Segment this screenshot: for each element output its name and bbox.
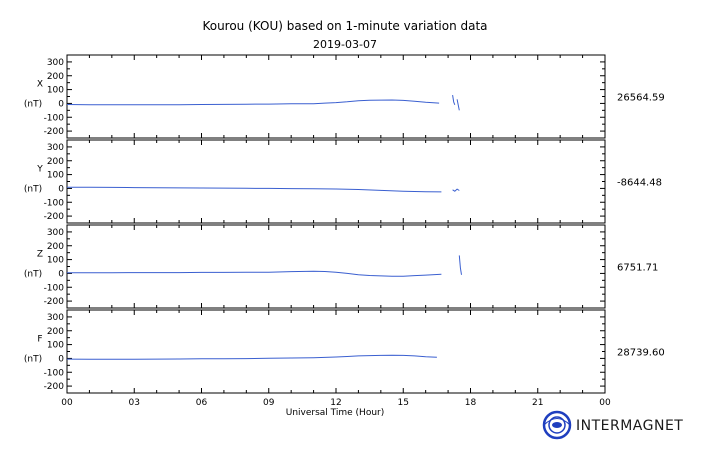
x-axis: 00 03 06 09 12 15 18 21 00: [61, 398, 611, 408]
baseline-value: -8644.48: [617, 178, 662, 189]
chart-title: Kourou (KOU) based on 1-minute variation…: [202, 19, 487, 33]
series-fragment-x: [456, 99, 460, 111]
y-tick-label: 100: [47, 171, 64, 181]
y-tick-label: 100: [47, 86, 64, 96]
y-tick-label: 200: [47, 72, 64, 82]
panel-y: 300 200 100 0 -100 -200 Y (nT) -8644.48: [24, 139, 662, 224]
component-name: X: [37, 80, 43, 90]
y-tick-label: -100: [44, 368, 65, 378]
series-fragment-z: [458, 255, 462, 275]
y-tick-label: 200: [47, 157, 64, 167]
y-tick-label: -200: [44, 212, 65, 222]
intermagnet-logo-icon: [542, 410, 572, 440]
x-tick-label: 18: [465, 398, 477, 408]
panel-frame: [66, 309, 606, 394]
x-tick-label: 00: [599, 398, 611, 408]
y-tick-label: 0: [58, 99, 64, 109]
y-tick-label: 200: [47, 242, 64, 252]
series-fragment-x: [452, 95, 456, 105]
unit-label: (nT): [24, 270, 42, 280]
y-tick-label: 300: [47, 58, 64, 68]
panel-frame: [66, 54, 606, 139]
baseline-value: 26564.59: [617, 93, 665, 104]
y-tick-label: 300: [47, 228, 64, 238]
x-tick-label: 06: [196, 398, 208, 408]
y-tick-label: -200: [44, 382, 65, 392]
panels: 300 200 100 0 -100 -200 X (nT) 26564.59 300 200 100…: [24, 54, 665, 394]
series-line-x: [66, 99, 440, 106]
x-axis-label: Universal Time (Hour): [286, 408, 385, 418]
component-name: Z: [37, 250, 43, 260]
unit-label: (nT): [24, 185, 42, 195]
unit-label: (nT): [24, 355, 42, 365]
x-tick-label: 03: [129, 398, 140, 408]
y-tick-label: -200: [44, 127, 65, 137]
y-tick-label: -100: [44, 198, 65, 208]
y-tick-label: 100: [47, 341, 64, 351]
series-line-f: [66, 354, 437, 360]
component-name: F: [37, 335, 42, 345]
y-tick-label: 100: [47, 256, 64, 266]
y-tick-label: 300: [47, 313, 64, 323]
panel-frame: [66, 224, 606, 309]
y-tick-label: 0: [58, 184, 64, 194]
y-tick-label: -200: [44, 297, 65, 307]
y-tick-label: 300: [47, 143, 64, 153]
x-tick-label: 00: [61, 398, 73, 408]
baseline-value: 28739.60: [617, 348, 665, 359]
y-tick-label: -100: [44, 283, 65, 293]
x-tick-label: 12: [330, 398, 341, 408]
chart-subtitle: 2019-03-07: [313, 38, 377, 51]
x-tick-label: 15: [398, 398, 409, 408]
y-tick-label: 0: [58, 269, 64, 279]
y-tick-label: 0: [58, 354, 64, 364]
x-tick-label: 09: [263, 398, 275, 408]
y-tick-label: 200: [47, 327, 64, 337]
unit-label: (nT): [24, 100, 42, 110]
intermagnet-logo: INTERMAGNET: [542, 410, 683, 440]
panel-x: 300 200 100 0 -100 -200 X (nT) 26564.59: [24, 54, 665, 139]
panel-frame: [66, 139, 606, 224]
series-line-y: [67, 186, 442, 193]
series-line-z: [67, 270, 442, 277]
panel-f: 300 200 100 0 -100 -200 F (nT) 28739.60: [24, 309, 665, 394]
y-tick-label: -100: [44, 113, 65, 123]
intermagnet-logo-text: INTERMAGNET: [576, 418, 683, 434]
x-tick-label: 21: [532, 398, 543, 408]
component-name: Y: [36, 165, 43, 175]
panel-z: 300 200 100 0 -100 -200 Z (nT) 6751.71: [24, 224, 658, 309]
series-fragment-y: [452, 188, 460, 192]
baseline-value: 6751.71: [617, 263, 658, 274]
